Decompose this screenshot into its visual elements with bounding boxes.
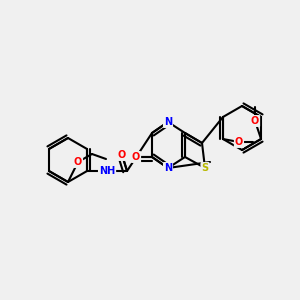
Text: O: O — [118, 150, 126, 160]
Text: O: O — [235, 137, 243, 147]
Text: O: O — [74, 157, 82, 167]
Text: S: S — [201, 163, 208, 173]
Text: N: N — [164, 117, 172, 127]
Text: N: N — [164, 163, 172, 173]
Text: NH: NH — [99, 166, 115, 176]
Text: O: O — [132, 152, 140, 162]
Text: O: O — [251, 116, 259, 126]
